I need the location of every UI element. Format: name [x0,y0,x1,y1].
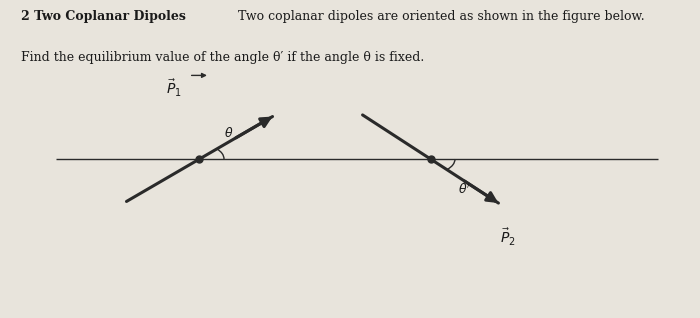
Text: $\vec{P}_1$: $\vec{P}_1$ [165,78,181,99]
Text: $\theta$: $\theta$ [224,126,233,140]
Text: 2 Two Coplanar Dipoles: 2 Two Coplanar Dipoles [21,10,186,23]
Text: $\vec{P}_2$: $\vec{P}_2$ [500,227,516,248]
Text: Two coplanar dipoles are oriented as shown in the figure below.: Two coplanar dipoles are oriented as sho… [234,10,645,23]
Text: $\theta'$: $\theta'$ [458,183,471,197]
Text: Find the equilibrium value of the angle θ′ if the angle θ is fixed.: Find the equilibrium value of the angle … [21,51,424,64]
